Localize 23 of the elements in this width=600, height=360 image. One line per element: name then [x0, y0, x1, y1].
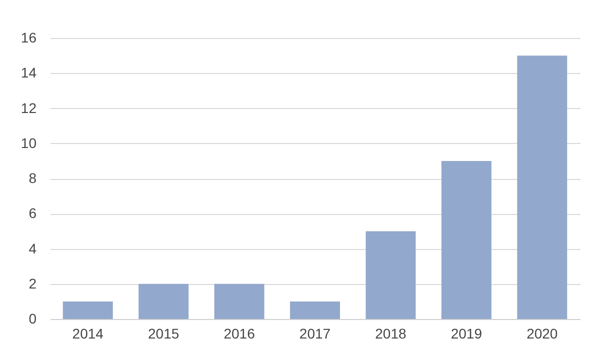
y-tick-label: 2 — [28, 275, 37, 292]
x-tick-label: 2020 — [526, 326, 558, 342]
x-tick-label: 2018 — [375, 326, 406, 342]
y-tick-label: 12 — [20, 100, 37, 116]
x-tick-label: 2019 — [450, 326, 482, 342]
y-tick-label: 6 — [28, 205, 37, 222]
y-tick-label: 4 — [28, 240, 37, 256]
x-tick-label: 2014 — [72, 326, 104, 342]
y-tick-label: 10 — [20, 134, 37, 151]
y-tick-label: 8 — [28, 170, 37, 186]
x-tick-label: 2015 — [148, 326, 180, 342]
bar — [214, 284, 264, 319]
x-tick-label: 2017 — [299, 326, 331, 342]
x-tick-label: 2016 — [224, 326, 256, 342]
bar — [62, 301, 113, 319]
bar — [441, 160, 492, 319]
y-tick-label: 0 — [28, 310, 37, 326]
y-tick-label: 16 — [20, 30, 37, 46]
bar — [138, 284, 189, 319]
y-tick-label: 14 — [20, 64, 37, 81]
bar — [366, 231, 416, 319]
bar — [290, 301, 340, 319]
bar — [517, 56, 568, 319]
